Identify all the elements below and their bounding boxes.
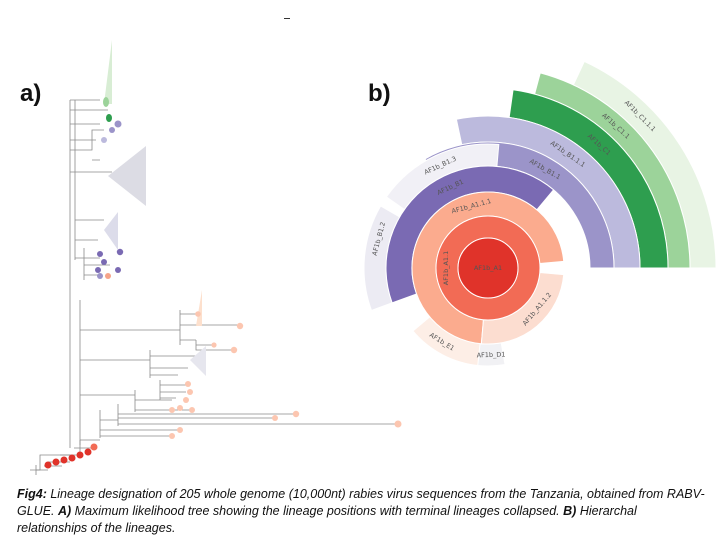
caption-b-label: B) — [563, 504, 577, 518]
sunburst-label-af1b-a1-1: AF1b_A1.1 — [442, 251, 450, 285]
collapsed-clade-a1 — [196, 290, 202, 326]
panel-label-b: b) — [368, 80, 391, 107]
collapsed-clade-b1-a — [108, 146, 146, 206]
sunburst-segment-af1b-a1 — [457, 237, 519, 299]
caption-text-3: Hierarchal relationships of the lineages… — [17, 504, 637, 535]
collapsed-clade-b1-b — [104, 212, 118, 250]
caption-text-1: Lineage designation of 205 whole genome … — [17, 487, 705, 518]
sunburst-label-af1b-a1: AF1b_A1 — [474, 264, 502, 272]
caption-a-label: A) — [58, 504, 72, 518]
tree-tips — [44, 97, 402, 469]
figure-caption: Fig4: Lineage designation of 205 whole g… — [17, 486, 707, 537]
collapsed-clade-d1 — [190, 346, 206, 376]
top-mark — [284, 18, 290, 19]
sunburst-label-af1b-d1: AF1b_D1 — [476, 350, 505, 359]
caption-text-2: Maximum likelihood tree showing the line… — [71, 504, 564, 518]
panel-label-a: a) — [20, 80, 42, 107]
caption-fig-label: Fig4: — [17, 487, 47, 501]
collapsed-clade-c1 — [104, 40, 112, 104]
